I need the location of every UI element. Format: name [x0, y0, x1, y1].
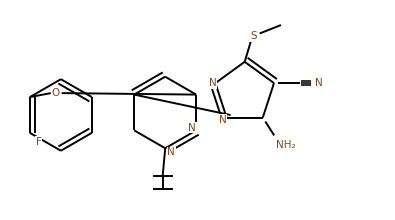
Text: F: F	[36, 137, 42, 147]
Text: NH₂: NH₂	[276, 140, 295, 150]
Text: N: N	[209, 78, 217, 88]
Text: N: N	[219, 115, 226, 125]
Text: N: N	[167, 147, 175, 157]
Text: N: N	[315, 78, 323, 88]
Text: O: O	[52, 88, 60, 98]
Text: S: S	[250, 31, 257, 41]
Text: N: N	[188, 123, 196, 133]
